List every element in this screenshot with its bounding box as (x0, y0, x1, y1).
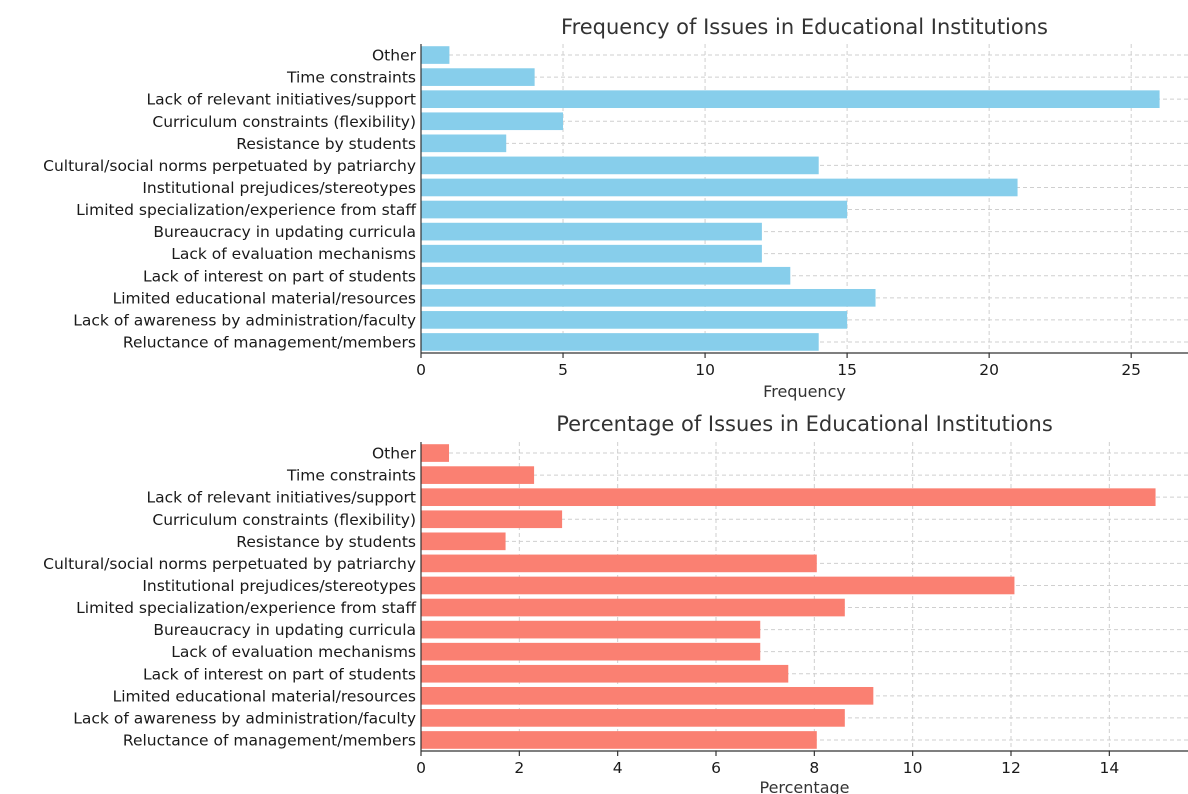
frequency-category-label-8: Cultural/social norms perpetuated by pat… (43, 157, 416, 175)
percentage-category-label-4: Lack of evaluation mechanisms (171, 643, 416, 661)
frequency-category-label-7: Institutional prejudices/stereotypes (142, 179, 416, 197)
percentage-category-label-8: Cultural/social norms perpetuated by pat… (43, 555, 416, 573)
percentage-bar-11 (421, 488, 1156, 507)
frequency-bar-3 (421, 266, 791, 285)
percentage-bar-8 (421, 554, 817, 573)
frequency-bar-8 (421, 156, 819, 175)
percentage-category-label-2: Limited educational material/resources (113, 687, 416, 705)
frequency-category-label-2: Limited educational material/resources (113, 289, 416, 307)
percentage-x-axis-label: Percentage (759, 778, 849, 794)
frequency-bar-13 (421, 46, 450, 64)
frequency-bar-12 (421, 68, 535, 86)
percentage-category-label-6: Limited specialization/experience from s… (76, 599, 416, 617)
percentage-bar-6 (421, 598, 845, 617)
percentage-category-label-10: Curriculum constraints (flexibility) (152, 511, 416, 529)
percentage-xtick-label-0: 0 (416, 759, 426, 777)
frequency-bar-6 (421, 200, 848, 219)
frequency-xtick-label-3: 15 (837, 361, 857, 379)
frequency-category-label-3: Lack of interest on part of students (143, 267, 416, 285)
percentage-bar-5 (421, 620, 761, 639)
frequency-category-label-5: Bureaucracy in updating curricula (153, 223, 416, 241)
percentage-category-label-7: Institutional prejudices/stereotypes (142, 577, 416, 595)
percentage-bar-10 (421, 510, 563, 529)
percentage-xtick-label-3: 6 (711, 759, 721, 777)
frequency-chart-title: Frequency of Issues in Educational Insti… (561, 15, 1048, 39)
percentage-category-label-11: Lack of relevant initiatives/support (146, 489, 416, 507)
percentage-category-label-13: Other (372, 445, 417, 463)
frequency-xtick-label-2: 10 (695, 361, 715, 379)
percentage-chart-title: Percentage of Issues in Educational Inst… (556, 412, 1053, 436)
frequency-category-label-9: Resistance by students (236, 135, 416, 153)
frequency-category-label-6: Limited specialization/experience from s… (76, 201, 416, 219)
frequency-category-label-10: Curriculum constraints (flexibility) (152, 113, 416, 131)
percentage-xtick-label-2: 4 (613, 759, 623, 777)
percentage-bar-2 (421, 686, 874, 705)
frequency-bar-9 (421, 134, 507, 153)
percentage-xtick-label-4: 8 (809, 759, 819, 777)
percentage-category-label-1: Lack of awareness by administration/facu… (73, 709, 416, 727)
frequency-bar-4 (421, 244, 762, 263)
frequency-bar-5 (421, 222, 762, 241)
percentage-xtick-label-6: 12 (1001, 759, 1021, 777)
percentage-xtick-label-5: 10 (903, 759, 923, 777)
percentage-bar-0 (421, 731, 817, 749)
percentage-category-label-3: Lack of interest on part of students (143, 665, 416, 683)
frequency-bar-10 (421, 112, 564, 131)
frequency-category-label-13: Other (372, 47, 417, 65)
percentage-bar-3 (421, 664, 789, 683)
percentage-category-label-5: Bureaucracy in updating curricula (153, 621, 416, 639)
frequency-bar-2 (421, 288, 876, 307)
percentage-bar-9 (421, 532, 506, 551)
frequency-xtick-label-4: 20 (979, 361, 999, 379)
frequency-category-label-1: Lack of awareness by administration/facu… (73, 311, 416, 329)
percentage-bar-13 (421, 444, 450, 462)
frequency-category-label-0: Reluctance of management/members (123, 333, 416, 351)
percentage-bar-4 (421, 642, 761, 661)
frequency-bar-1 (421, 311, 848, 329)
frequency-bar-7 (421, 178, 1018, 197)
percentage-bar-1 (421, 709, 845, 727)
percentage-xtick-label-1: 2 (514, 759, 524, 777)
frequency-x-axis-label: Frequency (763, 382, 846, 401)
percentage-bar-7 (421, 576, 1015, 595)
percentage-bar-12 (421, 466, 535, 484)
frequency-category-label-12: Time constraints (286, 69, 416, 87)
frequency-xtick-label-0: 0 (416, 361, 426, 379)
percentage-category-label-9: Resistance by students (236, 533, 416, 551)
frequency-bar-0 (421, 333, 819, 351)
percentage-xtick-label-7: 14 (1099, 759, 1119, 777)
frequency-category-label-4: Lack of evaluation mechanisms (171, 245, 416, 263)
percentage-category-label-12: Time constraints (286, 467, 416, 485)
frequency-xtick-label-1: 5 (558, 361, 568, 379)
frequency-bar-11 (421, 90, 1160, 109)
frequency-xtick-label-5: 25 (1121, 361, 1141, 379)
percentage-category-label-0: Reluctance of management/members (123, 731, 416, 749)
frequency-category-label-11: Lack of relevant initiatives/support (146, 91, 416, 109)
